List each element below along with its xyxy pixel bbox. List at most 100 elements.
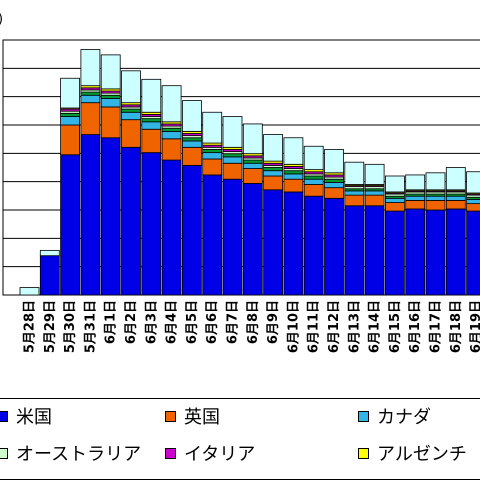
bar-segment-3 <box>242 159 263 164</box>
bar-stack <box>222 116 243 296</box>
bar-segment-1 <box>384 202 405 212</box>
x-tick-label: 6月6日 <box>205 300 220 344</box>
x-tick-label: 6月18日 <box>449 300 464 353</box>
x-tick-label: 6月11日 <box>307 300 322 353</box>
x-tick-label: 6月4日 <box>165 300 180 344</box>
bar-segment-2 <box>283 173 304 180</box>
legend-item: オーストラリア <box>0 441 141 465</box>
bar-segment-0 <box>39 255 60 296</box>
bar-segment-0 <box>222 178 243 296</box>
bar-segment-7 <box>466 171 480 194</box>
bar-segment-7 <box>283 137 304 165</box>
bar-segment-7 <box>80 49 101 87</box>
bar-stack <box>100 54 121 296</box>
bar-stack <box>80 49 101 296</box>
bar-segment-7 <box>161 85 182 123</box>
bar-stack <box>466 171 480 296</box>
bar-stack <box>364 163 385 296</box>
bar-segment-2 <box>80 94 101 104</box>
bar-segment-2 <box>303 178 324 185</box>
bar-segment-2 <box>141 121 162 130</box>
legend-label: 米国 <box>16 407 52 428</box>
bar-stack <box>405 174 426 296</box>
bar-stack <box>283 137 304 296</box>
bar-stack <box>202 111 223 296</box>
bar-segment-2 <box>222 156 243 164</box>
bar-segment-1 <box>80 102 101 135</box>
bar-segment-3 <box>202 149 223 154</box>
legend-swatch <box>358 447 369 459</box>
bar-segment-1 <box>121 119 141 148</box>
bar-segment-7 <box>324 149 344 174</box>
bar-segment-0 <box>283 191 304 296</box>
bar-segment-2 <box>263 170 284 177</box>
bar-segment-1 <box>60 124 80 156</box>
bar-stack <box>121 70 141 296</box>
x-tick-label: 6月1日 <box>104 300 119 344</box>
x-tick-label: 5月31日 <box>83 300 98 353</box>
bar-segment-7 <box>39 249 60 257</box>
bar-stack <box>445 167 466 296</box>
bar-segment-3 <box>181 137 202 142</box>
bar-stack <box>344 161 365 296</box>
bar-segment-3 <box>60 112 80 117</box>
bar-segment-2 <box>405 195 426 201</box>
bar-segment-3 <box>80 91 101 96</box>
x-tick-label: 5月29日 <box>43 300 58 353</box>
bar-segment-1 <box>445 200 466 210</box>
bar-segment-3 <box>161 127 182 132</box>
bar-stack <box>60 77 80 296</box>
bar-stack <box>141 78 162 296</box>
bar-segment-1 <box>324 187 344 199</box>
bar-stack <box>242 123 263 296</box>
x-tick-label: 6月19日 <box>469 300 480 353</box>
bar-segment-2 <box>121 111 141 121</box>
bar-segment-7 <box>181 100 202 132</box>
bar-segment-7 <box>425 172 446 191</box>
bar-segment-1 <box>364 194 385 207</box>
bar-segment-0 <box>445 208 466 296</box>
bar-segment-7 <box>445 167 466 191</box>
legend-item: アルゼンチ <box>358 441 467 465</box>
bar-segment-1 <box>344 194 365 207</box>
bar-segment-1 <box>425 200 446 211</box>
bar-segment-2 <box>242 162 263 169</box>
bar-segment-2 <box>445 195 466 201</box>
legend-label: オーストラリア <box>16 444 142 465</box>
x-tick-label: 5月30日 <box>63 300 78 353</box>
bar-segment-0 <box>466 210 480 296</box>
chart-legend: 米国 英国 カナダ オーストラリア イタリア アルゼンチ <box>0 398 480 480</box>
x-tick-label: 6月8日 <box>246 300 261 344</box>
bar-segment-2 <box>100 98 121 108</box>
bar-segment-0 <box>161 159 182 296</box>
bar-segment-2 <box>161 130 182 140</box>
bar-segment-3 <box>141 118 162 123</box>
bar-segment-7 <box>202 111 223 144</box>
bar-segment-1 <box>161 138 182 161</box>
x-tick-label: 6月3日 <box>144 300 159 344</box>
bar-stack <box>324 149 344 296</box>
bar-stack <box>19 287 40 296</box>
bar-segment-3 <box>263 167 284 172</box>
bar-segment-7 <box>364 163 385 185</box>
y-axis-unit-label: ) <box>0 12 3 27</box>
bar-segment-7 <box>344 161 365 185</box>
bar-segment-2 <box>425 195 446 201</box>
legend-swatch <box>165 447 176 459</box>
chart-area: ) 5月28日 5月29日 5月30日 5月31日 6月1日 6月2日 6月3日 6月4日 6月… <box>0 12 480 353</box>
bar-segment-0 <box>364 205 385 296</box>
bar-segment-1 <box>202 158 223 176</box>
bar-segment-1 <box>303 184 324 197</box>
bar-segment-7 <box>405 174 426 191</box>
bar-segment-0 <box>425 209 446 296</box>
x-tick-label: 6月2日 <box>124 300 139 344</box>
x-tick-label: 6月15日 <box>388 300 403 353</box>
x-tick-label: 6月14日 <box>368 300 383 353</box>
bar-segment-0 <box>384 210 405 296</box>
bar-segment-7 <box>263 134 284 162</box>
bar-segment-0 <box>405 208 426 296</box>
bar-segment-3 <box>222 153 243 158</box>
legend-item: 米国 <box>0 404 52 428</box>
bar-segment-3 <box>100 94 121 99</box>
bar-segment-1 <box>222 162 243 180</box>
